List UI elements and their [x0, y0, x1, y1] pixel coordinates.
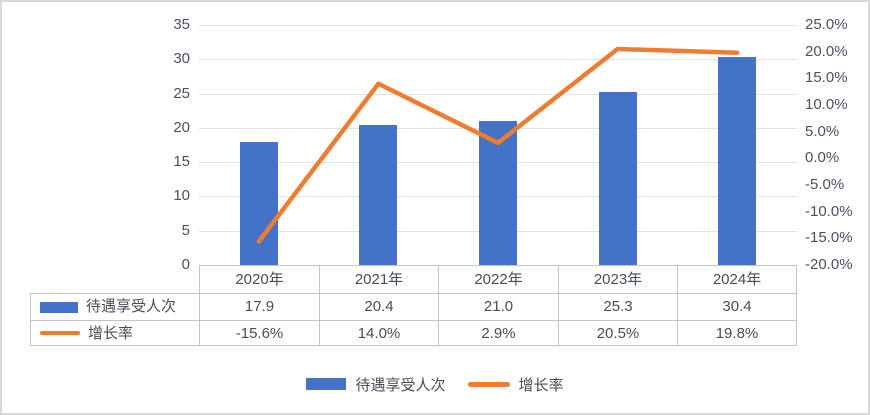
- table-year-header: 2020年: [199, 265, 319, 293]
- table-value-growth-rate: 14.0%: [319, 320, 438, 346]
- gridline: [199, 59, 797, 60]
- right-axis-tick: 25.0%: [805, 16, 848, 33]
- bar-2020年: [240, 142, 278, 265]
- left-axis-tick: 20: [173, 119, 190, 136]
- bar-2024年: [718, 57, 756, 265]
- right-axis-tick: 10.0%: [805, 96, 848, 113]
- table-year-header: 2021年: [319, 265, 438, 293]
- table-value-beneficiaries: 25.3: [558, 293, 677, 320]
- line-series-legend-swatch-icon: [467, 381, 510, 387]
- bar-series-table-label: 待遇享受人次: [86, 298, 177, 315]
- left-axis-tick: 5: [181, 222, 190, 239]
- table-value-growth-rate: 20.5%: [558, 320, 677, 346]
- table-value-beneficiaries: 30.4: [677, 293, 797, 320]
- bar-2023年: [599, 92, 637, 265]
- line-series-table-swatch-icon: [40, 331, 80, 335]
- left-axis-tick: 35: [173, 16, 190, 33]
- left-axis-tick: 15: [173, 153, 190, 170]
- growth-rate-line: [256, 46, 740, 244]
- right-axis-tick: 0.0%: [805, 149, 840, 166]
- table-year-header: 2024年: [677, 265, 797, 293]
- right-axis-tick: -15.0%: [805, 229, 853, 246]
- left-axis-tick: 25: [173, 85, 190, 102]
- right-axis-tick: -10.0%: [805, 203, 853, 220]
- bar-series-table-swatch-icon: [40, 301, 78, 313]
- chart-legend: 待遇享受人次 增长率: [2, 373, 868, 395]
- right-axis-tick: 5.0%: [805, 123, 840, 140]
- right-axis-tick: -20.0%: [805, 256, 853, 273]
- table-year-header: 2023年: [558, 265, 677, 293]
- left-axis-tick: 30: [173, 50, 190, 67]
- left-axis-tick: 0: [181, 256, 190, 273]
- right-axis-tick: 20.0%: [805, 43, 848, 60]
- right-axis-tick: 15.0%: [805, 69, 848, 86]
- left-axis-tick: 10: [173, 187, 190, 204]
- table-value-growth-rate: 19.8%: [677, 320, 797, 346]
- table-row-header-beneficiaries: 待遇享受人次: [30, 293, 199, 320]
- plot-area: [199, 25, 797, 265]
- table-value-beneficiaries: 17.9: [199, 293, 319, 320]
- bar-series-legend-swatch-icon: [306, 378, 347, 390]
- line-series-table-label: 增长率: [88, 324, 134, 342]
- bar-series-legend-label: 待遇享受人次: [355, 376, 446, 394]
- right-axis-tick: -5.0%: [805, 176, 845, 193]
- growth-rate-line-layer: [256, 46, 740, 244]
- table-value-growth-rate: -15.6%: [199, 320, 319, 346]
- table-row-header-growth-rate: 增长率: [30, 320, 199, 346]
- table-value-beneficiaries: 21.0: [438, 293, 558, 320]
- table-year-header: 2022年: [438, 265, 558, 293]
- gridline: [199, 94, 797, 95]
- table-value-beneficiaries: 20.4: [319, 293, 438, 320]
- gridline: [199, 25, 797, 26]
- line-series-legend-label: 增长率: [518, 376, 564, 394]
- table-value-growth-rate: 2.9%: [438, 320, 558, 346]
- bar-2021年: [359, 125, 397, 265]
